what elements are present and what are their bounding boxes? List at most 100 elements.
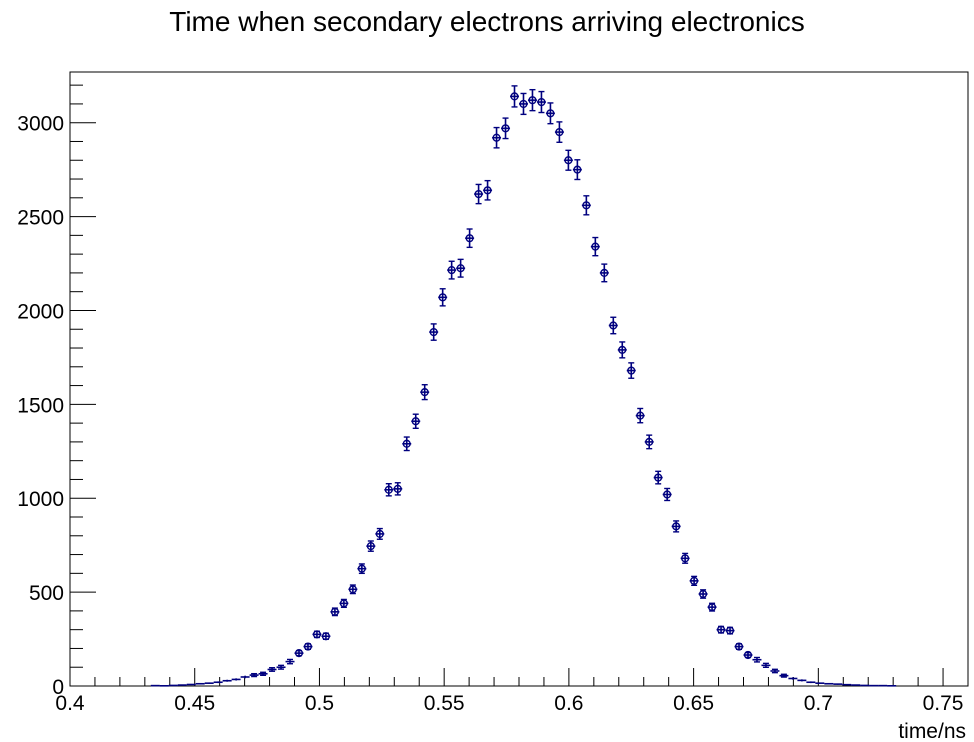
data-point bbox=[429, 323, 439, 341]
data-point bbox=[240, 675, 250, 679]
data-point bbox=[411, 413, 421, 429]
data-point bbox=[393, 482, 403, 496]
x-tick-label: 0.55 bbox=[424, 692, 465, 715]
y-tick-label: 500 bbox=[29, 582, 64, 605]
point-marker bbox=[501, 124, 510, 133]
data-point bbox=[276, 664, 286, 670]
point-marker bbox=[681, 554, 690, 563]
point-marker bbox=[312, 630, 322, 639]
data-point bbox=[788, 677, 798, 680]
data-point bbox=[734, 642, 744, 651]
point-marker bbox=[663, 490, 672, 499]
data-point bbox=[815, 682, 825, 684]
data-point bbox=[492, 126, 502, 149]
point-marker bbox=[546, 109, 555, 118]
data-point bbox=[438, 288, 448, 307]
point-marker bbox=[609, 321, 618, 330]
data-point bbox=[833, 683, 843, 685]
x-tick-label: 0.75 bbox=[923, 692, 964, 715]
data-point bbox=[150, 684, 160, 687]
point-marker bbox=[725, 626, 735, 635]
data-point bbox=[878, 684, 888, 687]
data-point bbox=[617, 341, 627, 359]
point-marker bbox=[743, 650, 753, 660]
data-point bbox=[294, 649, 304, 658]
data-point bbox=[375, 527, 385, 540]
point-marker bbox=[555, 127, 564, 137]
point-marker bbox=[375, 529, 384, 539]
point-marker bbox=[537, 97, 546, 107]
x-tick-label: 0.5 bbox=[305, 692, 334, 715]
data-point bbox=[402, 436, 412, 452]
plot-frame bbox=[69, 71, 969, 687]
point-marker bbox=[492, 133, 501, 142]
chart-title: Time when secondary electrons arriving e… bbox=[169, 6, 805, 37]
data-point bbox=[716, 625, 726, 634]
data-point bbox=[312, 630, 322, 639]
point-marker bbox=[510, 92, 519, 101]
x-tick-label: 0.6 bbox=[554, 692, 583, 715]
x-tick-label: 0.7 bbox=[804, 692, 833, 715]
data-point bbox=[680, 552, 690, 564]
data-points bbox=[150, 85, 897, 687]
data-point bbox=[797, 679, 807, 682]
data-point bbox=[384, 483, 394, 497]
point-marker bbox=[716, 625, 726, 634]
point-marker bbox=[734, 642, 744, 651]
data-point bbox=[213, 681, 223, 684]
point-marker bbox=[294, 649, 304, 658]
point-marker bbox=[465, 234, 474, 243]
x-tick-label: 0.45 bbox=[174, 692, 215, 715]
point-marker bbox=[474, 189, 483, 199]
data-point bbox=[572, 159, 582, 181]
data-point bbox=[653, 470, 663, 485]
y-tick-label: 2500 bbox=[17, 207, 64, 230]
x-tick-label: 0.4 bbox=[55, 692, 85, 715]
x-tick-label: 0.65 bbox=[673, 692, 714, 715]
point-marker bbox=[600, 268, 609, 278]
data-point bbox=[231, 678, 241, 681]
point-marker bbox=[438, 293, 447, 302]
data-point bbox=[563, 149, 573, 171]
point-marker bbox=[339, 599, 348, 608]
point-marker bbox=[447, 265, 456, 275]
point-marker bbox=[618, 345, 627, 354]
data-point bbox=[779, 673, 789, 678]
point-marker bbox=[698, 589, 708, 599]
data-point bbox=[447, 260, 457, 280]
data-point bbox=[519, 92, 528, 116]
data-point bbox=[249, 672, 259, 678]
point-marker bbox=[429, 327, 438, 337]
point-marker bbox=[456, 264, 465, 273]
data-point bbox=[635, 407, 645, 424]
data-point bbox=[258, 671, 268, 677]
data-point bbox=[581, 195, 591, 216]
data-point bbox=[456, 258, 466, 278]
point-marker bbox=[707, 603, 717, 612]
point-marker bbox=[654, 473, 663, 482]
y-tick-label: 1500 bbox=[17, 394, 64, 417]
x-axis-title: time/ns bbox=[898, 720, 966, 742]
data-point bbox=[348, 584, 358, 595]
point-marker bbox=[564, 156, 573, 165]
data-point bbox=[671, 520, 681, 533]
data-point bbox=[321, 632, 331, 641]
data-point bbox=[851, 684, 861, 686]
data-point bbox=[330, 607, 340, 617]
data-point bbox=[465, 228, 475, 249]
data-point bbox=[662, 487, 672, 502]
point-marker bbox=[366, 542, 375, 551]
axes: 0.4 0.45 0.5 0.55 0.6 0.65 0.7 0.75 0 500 1000 1500… bbox=[17, 71, 969, 715]
data-point bbox=[725, 626, 735, 635]
point-marker bbox=[384, 485, 393, 494]
y-tick-label: 2000 bbox=[17, 300, 64, 323]
point-marker bbox=[348, 585, 357, 594]
data-point bbox=[339, 598, 349, 609]
data-point bbox=[195, 682, 205, 685]
data-point bbox=[536, 90, 546, 114]
data-point bbox=[366, 540, 376, 552]
data-point bbox=[420, 384, 430, 401]
point-marker bbox=[645, 437, 654, 447]
point-marker bbox=[402, 439, 411, 448]
data-point bbox=[806, 681, 816, 684]
